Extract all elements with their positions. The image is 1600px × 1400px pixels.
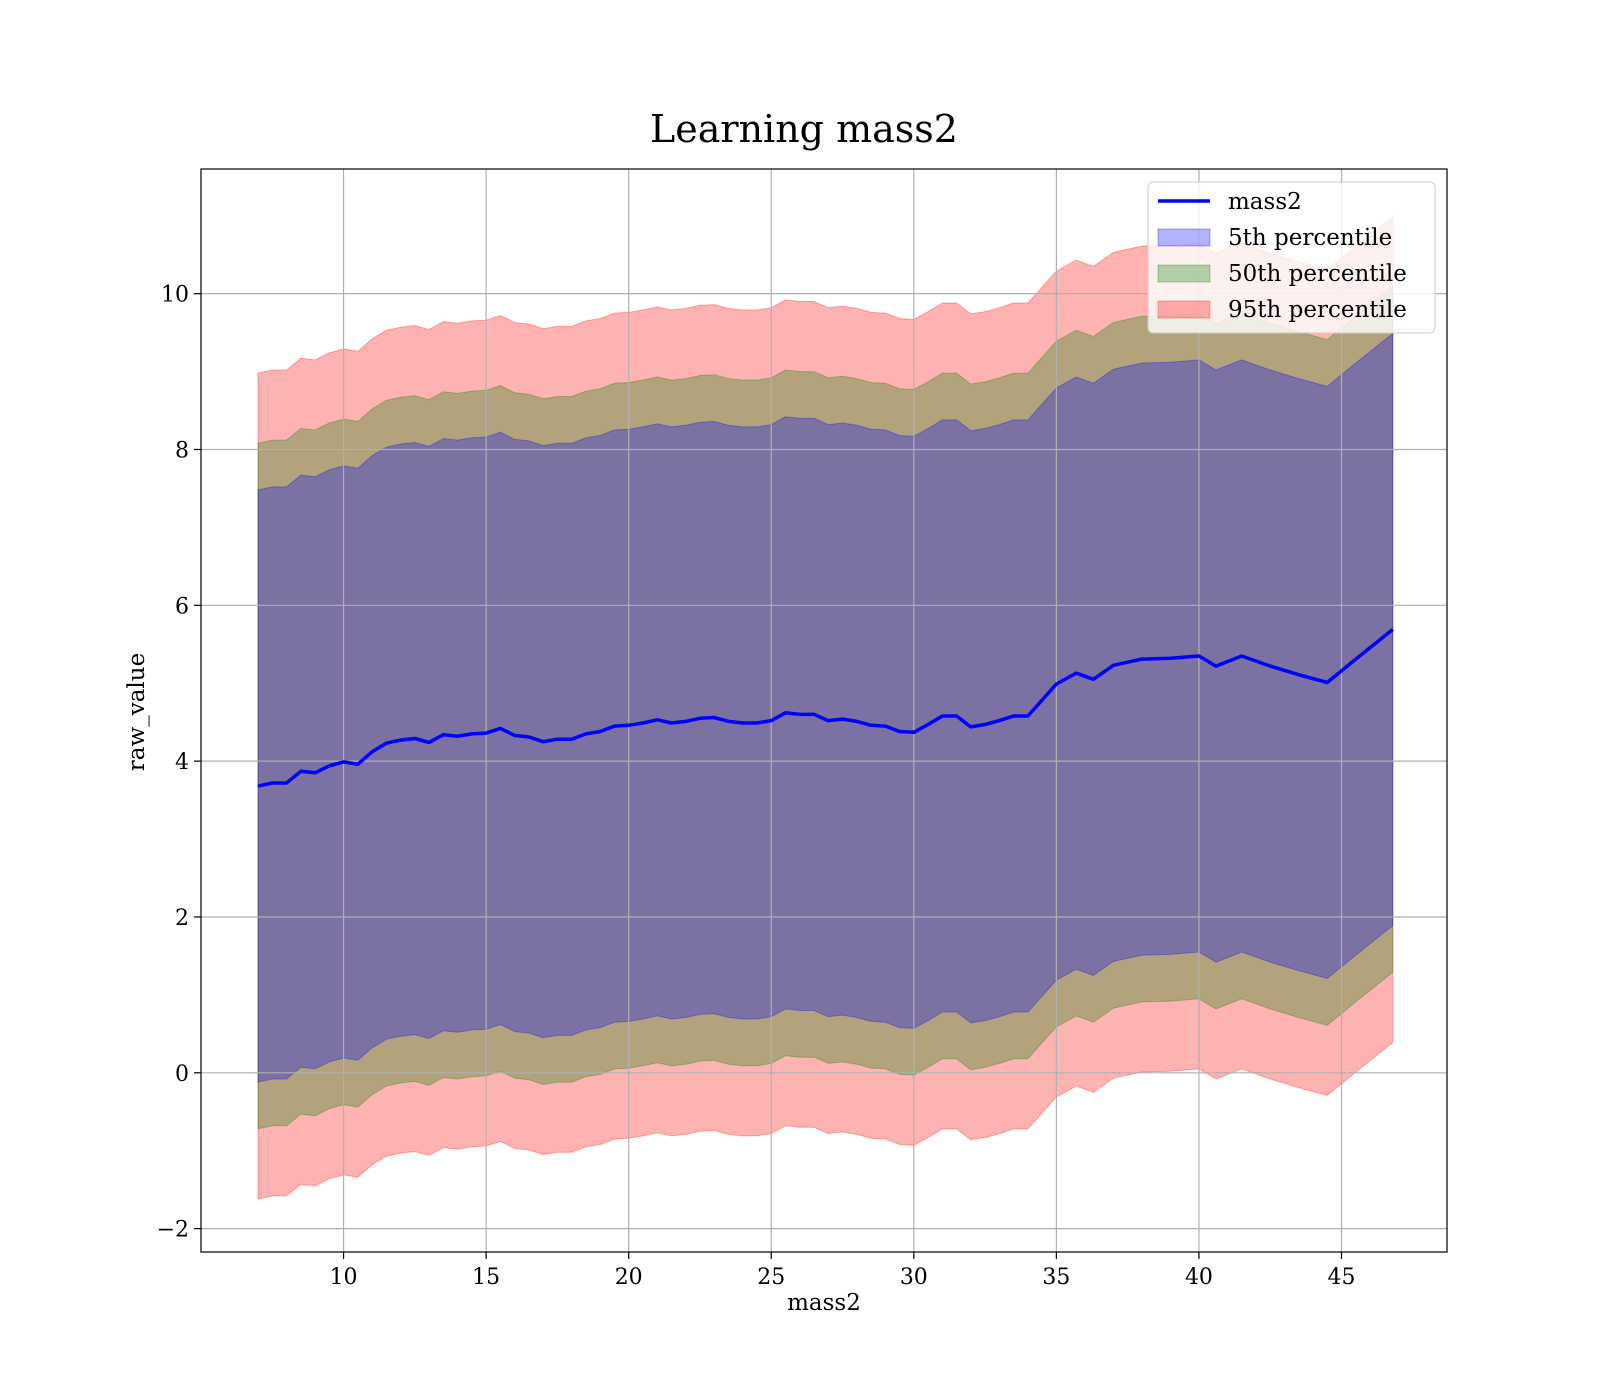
x-tick-label: 20 bbox=[615, 1265, 643, 1290]
x-tick-label: 35 bbox=[1042, 1265, 1070, 1290]
band-5th-percentile bbox=[257, 332, 1394, 1083]
legend-label: mass2 bbox=[1228, 189, 1302, 215]
legend-swatch-patch bbox=[1157, 300, 1211, 319]
legend-label: 5th percentile bbox=[1228, 225, 1392, 251]
band-95th-percentile bbox=[257, 215, 1394, 1200]
x-tick-label: 25 bbox=[757, 1265, 785, 1290]
bands-layer bbox=[257, 215, 1394, 1200]
y-tick-label: 6 bbox=[175, 594, 189, 619]
y-tick-label: 8 bbox=[175, 438, 189, 463]
x-tick-label: 40 bbox=[1185, 1265, 1213, 1290]
band-50th-percentile bbox=[257, 285, 1394, 1130]
line-layer bbox=[257, 628, 1394, 788]
series-line-mass2 bbox=[257, 628, 1394, 788]
x-tick-label: 45 bbox=[1328, 1265, 1356, 1290]
legend-swatch-patch bbox=[1157, 228, 1211, 247]
y-tick-label: 2 bbox=[175, 906, 189, 931]
grid-layer bbox=[201, 169, 1447, 1252]
x-tick-label: 15 bbox=[472, 1265, 500, 1290]
x-tick-label: 30 bbox=[900, 1265, 928, 1290]
ticks-layer: 10 15 20 25 30 35 40 45 −2 0 2 4 6 8 10 bbox=[157, 283, 1356, 1290]
y-tick-label: 0 bbox=[175, 1062, 189, 1087]
legend: mass2 5th percentile 50th percentile 95th p… bbox=[1147, 181, 1436, 334]
legend-label: 95th percentile bbox=[1228, 297, 1407, 323]
y-tick-label: 10 bbox=[161, 283, 189, 308]
y-tick-label: 4 bbox=[175, 750, 189, 775]
legend-box bbox=[1147, 181, 1436, 334]
legend-swatch-patch bbox=[1157, 264, 1211, 283]
y-axis-label: raw_value bbox=[124, 653, 150, 771]
y-tick-label: −2 bbox=[157, 1218, 189, 1243]
x-tick-label: 10 bbox=[330, 1265, 358, 1290]
x-axis-label: mass2 bbox=[787, 1290, 861, 1316]
legend-label: 50th percentile bbox=[1228, 261, 1407, 287]
chart-title: Learning mass2 bbox=[650, 107, 958, 151]
plot-frame bbox=[200, 168, 1448, 1253]
